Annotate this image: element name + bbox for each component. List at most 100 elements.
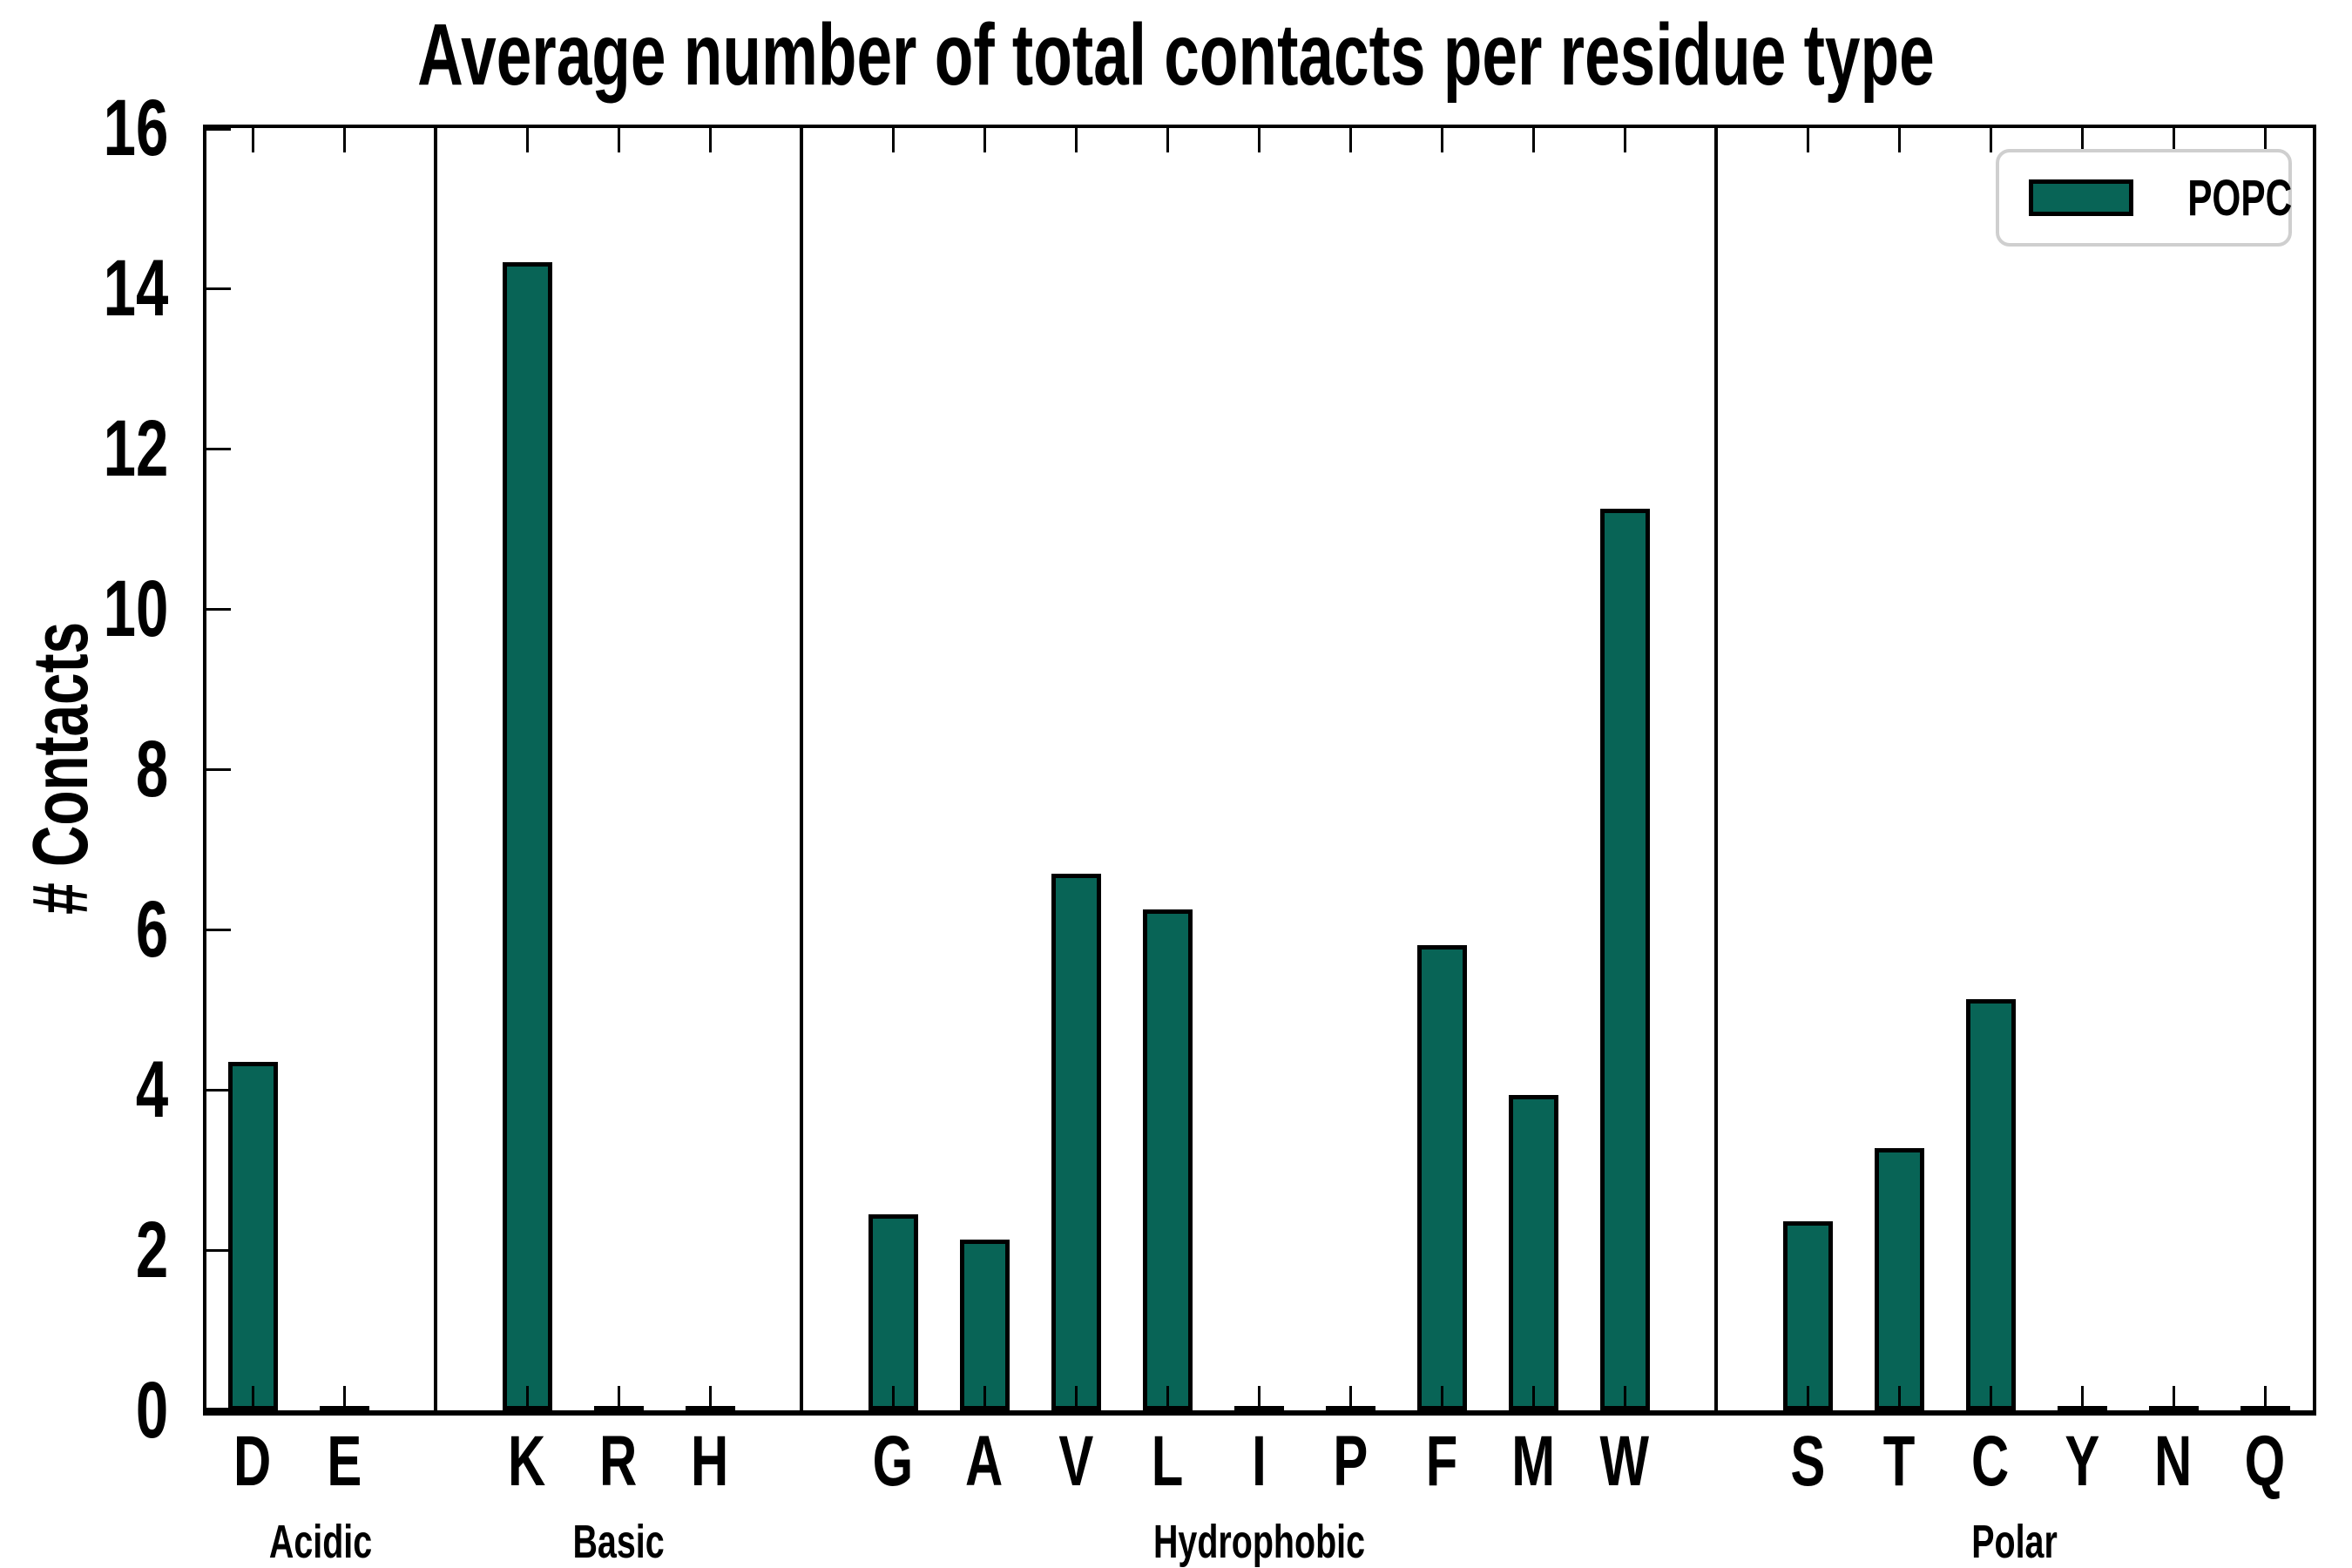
x-tick-top-M	[1532, 128, 1535, 152]
x-tick-top-Y	[2081, 128, 2084, 152]
bar-A	[960, 1240, 1010, 1410]
x-label-text: D	[233, 1422, 272, 1501]
x-tick-bottom-H	[709, 1386, 712, 1410]
y-tick-label-text: 16	[103, 84, 168, 172]
x-label-T: T	[1838, 1426, 1960, 1497]
x-label-text: M	[1511, 1422, 1555, 1501]
x-label-A: A	[923, 1426, 1045, 1497]
x-label-text: L	[1151, 1422, 1184, 1501]
x-tick-bottom-I	[1258, 1386, 1260, 1410]
y-tick-12	[206, 448, 231, 450]
section-divider-3	[1714, 128, 1718, 1410]
y-tick-label-10: 10	[22, 557, 168, 661]
x-tick-top-L	[1166, 128, 1169, 152]
x-tick-top-H	[709, 128, 712, 152]
y-tick-16	[206, 128, 231, 131]
x-label-R: R	[558, 1426, 679, 1497]
y-tick-label-16: 16	[22, 76, 168, 180]
y-tick-label-text: 14	[103, 244, 168, 333]
bar-L	[1143, 909, 1193, 1410]
x-tick-top-Q	[2264, 128, 2267, 152]
x-label-text: I	[1251, 1422, 1267, 1501]
y-tick-label-0: 0	[22, 1358, 168, 1463]
x-label-text: S	[1790, 1422, 1825, 1501]
x-label-N: N	[2112, 1426, 2234, 1497]
x-tick-bottom-K	[526, 1386, 529, 1410]
x-tick-bottom-Y	[2081, 1386, 2084, 1410]
legend: POPC	[1996, 149, 2292, 247]
x-label-K: K	[466, 1426, 588, 1497]
x-label-text: H	[691, 1422, 729, 1501]
y-tick-label-text: 8	[135, 725, 168, 814]
y-tick-label-text: 4	[135, 1045, 168, 1134]
bar-K	[503, 262, 552, 1410]
x-tick-bottom-P	[1349, 1386, 1352, 1410]
section-divider-2	[800, 128, 803, 1410]
x-label-V: V	[1015, 1426, 1137, 1497]
bar-V	[1051, 874, 1101, 1410]
x-label-text: W	[1599, 1422, 1650, 1501]
y-tick-label-text: 6	[135, 885, 168, 974]
y-tick-6	[206, 929, 231, 931]
x-tick-bottom-M	[1532, 1386, 1535, 1410]
x-tick-top-C	[1990, 128, 1992, 152]
bar-W	[1600, 509, 1650, 1410]
x-tick-bottom-L	[1166, 1386, 1169, 1410]
x-label-Q: Q	[2204, 1426, 2326, 1497]
y-tick-label-text: 0	[135, 1366, 168, 1455]
group-label-hydrophobic: Hydrophobic	[1076, 1518, 1442, 1565]
x-label-D: D	[192, 1426, 314, 1497]
x-tick-top-D	[252, 128, 254, 152]
x-label-text: C	[1971, 1422, 2010, 1501]
bar-M	[1509, 1095, 1558, 1410]
bar-F	[1417, 945, 1467, 1410]
x-tick-top-E	[343, 128, 346, 152]
x-label-text: K	[508, 1422, 546, 1501]
group-label-polar: Polar	[1832, 1518, 2198, 1565]
y-tick-2	[206, 1249, 231, 1252]
group-label-text: Hydrophobic	[1152, 1516, 1365, 1568]
x-label-E: E	[283, 1426, 405, 1497]
y-tick-label-text: 2	[135, 1206, 168, 1294]
x-tick-bottom-D	[252, 1386, 254, 1410]
x-label-text: A	[965, 1422, 1004, 1501]
x-tick-bottom-N	[2173, 1386, 2175, 1410]
x-tick-top-R	[618, 128, 620, 152]
x-tick-top-N	[2173, 128, 2175, 152]
y-tick-label-14: 14	[22, 236, 168, 341]
y-tick-label-12: 12	[22, 396, 168, 501]
y-tick-0	[206, 1408, 231, 1410]
x-label-H: H	[649, 1426, 771, 1497]
x-tick-top-T	[1898, 128, 1901, 152]
x-label-text: T	[1882, 1422, 1916, 1501]
legend-swatch-popc	[2029, 179, 2133, 216]
group-label-basic: Basic	[436, 1518, 801, 1565]
x-label-text: Y	[2065, 1422, 2099, 1501]
y-tick-label-6: 6	[22, 877, 168, 982]
y-tick-label-text: 10	[103, 564, 168, 653]
x-tick-top-P	[1349, 128, 1352, 152]
x-tick-bottom-W	[1624, 1386, 1626, 1410]
x-tick-top-A	[983, 128, 986, 152]
bar-D	[228, 1062, 278, 1410]
y-tick-8	[206, 768, 231, 771]
x-tick-top-F	[1441, 128, 1443, 152]
bar-C	[1966, 999, 2016, 1410]
x-label-Y: Y	[2021, 1426, 2143, 1497]
group-label-acidic: Acidic	[139, 1518, 504, 1565]
x-label-text: Q	[2244, 1422, 2286, 1501]
x-tick-bottom-F	[1441, 1386, 1443, 1410]
x-tick-bottom-E	[343, 1386, 346, 1410]
x-label-L: L	[1106, 1426, 1228, 1497]
group-label-text: Acidic	[269, 1516, 373, 1568]
x-label-text: G	[872, 1422, 914, 1501]
x-tick-bottom-G	[892, 1386, 895, 1410]
x-label-M: M	[1472, 1426, 1594, 1497]
x-tick-bottom-S	[1807, 1386, 1809, 1410]
y-tick-14	[206, 287, 231, 290]
x-label-P: P	[1289, 1426, 1411, 1497]
x-tick-bottom-T	[1898, 1386, 1901, 1410]
x-label-F: F	[1381, 1426, 1503, 1497]
section-divider-1	[434, 128, 437, 1410]
